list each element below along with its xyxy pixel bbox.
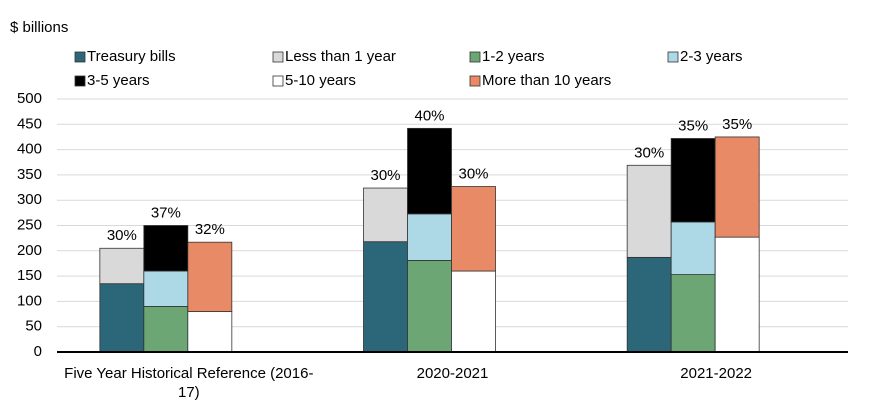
y-tick-label: 500 bbox=[17, 90, 42, 107]
bar-segment bbox=[187, 241, 233, 312]
bar-segment bbox=[143, 225, 189, 272]
bar-segment bbox=[143, 306, 189, 353]
legend-marker bbox=[272, 51, 284, 63]
legend-marker bbox=[469, 51, 481, 63]
stack-label: 35% bbox=[722, 116, 752, 133]
bar-segment bbox=[99, 247, 145, 285]
legend-marker bbox=[74, 51, 86, 63]
y-axis-label: $ billions bbox=[10, 19, 68, 36]
x-tick-label: 2021-2022 bbox=[680, 365, 753, 382]
legend-label: 2-3 years bbox=[680, 48, 743, 65]
bar-segment bbox=[451, 270, 496, 353]
bar-segment bbox=[714, 236, 760, 353]
stack-label: 35% bbox=[678, 117, 708, 134]
bar-segment bbox=[363, 241, 408, 353]
bar-segment bbox=[407, 127, 452, 215]
legend-label: Treasury bills bbox=[87, 48, 176, 65]
stack-label: 40% bbox=[414, 107, 444, 124]
stack-label: 30% bbox=[634, 144, 664, 161]
bar-segment bbox=[670, 221, 716, 275]
y-tick-label: 200 bbox=[17, 242, 42, 259]
legend-label: More than 10 years bbox=[482, 72, 611, 89]
legend-marker bbox=[74, 75, 86, 87]
bar-segment bbox=[143, 270, 189, 307]
stack-label: 30% bbox=[107, 227, 137, 244]
bar-segment bbox=[363, 187, 408, 243]
bar-segment bbox=[187, 311, 233, 353]
x-tick-label: 2020-2021 bbox=[416, 365, 489, 382]
stack-label: 30% bbox=[458, 166, 488, 183]
stack-label: 30% bbox=[370, 167, 400, 184]
stack-label: 32% bbox=[195, 221, 225, 238]
y-tick-label: 250 bbox=[17, 216, 42, 233]
y-tick-label: 350 bbox=[17, 166, 42, 183]
legend-marker bbox=[272, 75, 284, 87]
y-tick-label: 400 bbox=[17, 141, 42, 158]
legend-label: 1-2 years bbox=[482, 48, 545, 65]
legend-marker bbox=[469, 75, 481, 87]
y-tick-label: 100 bbox=[17, 292, 42, 309]
y-tick-label: 0 bbox=[34, 343, 42, 360]
y-tick-label: 450 bbox=[17, 115, 42, 132]
stack-label: 37% bbox=[151, 204, 181, 221]
legend-marker bbox=[667, 51, 679, 63]
bar-segment bbox=[626, 164, 672, 258]
legend-label: Less than 1 year bbox=[285, 48, 396, 65]
bar-segment bbox=[626, 256, 672, 353]
y-tick-label: 300 bbox=[17, 191, 42, 208]
bar-segment bbox=[670, 274, 716, 353]
y-tick-label: 50 bbox=[25, 318, 42, 335]
bar-segment bbox=[99, 283, 145, 353]
bar-segment bbox=[670, 138, 716, 223]
y-tick-label: 150 bbox=[17, 267, 42, 284]
legend-label: 3-5 years bbox=[87, 72, 150, 89]
bar-segment bbox=[451, 186, 496, 272]
x-tick-label: Five Year Historical Reference (2016-17) bbox=[64, 365, 314, 401]
bar-segment bbox=[407, 213, 452, 261]
bar-segment bbox=[714, 136, 760, 238]
legend-label: 5-10 years bbox=[285, 72, 356, 89]
bar-segment bbox=[407, 260, 452, 353]
